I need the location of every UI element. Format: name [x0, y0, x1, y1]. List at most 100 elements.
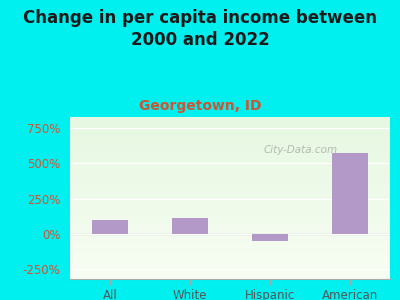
Bar [70, 200, 390, 201]
Bar [70, 151, 390, 153]
Bar [70, 135, 390, 137]
Bar [70, 178, 390, 180]
Bar [70, 153, 390, 154]
Bar [70, 206, 390, 208]
Bar [70, 182, 390, 183]
Bar [70, 211, 390, 213]
Bar [70, 238, 390, 240]
Bar [70, 145, 390, 146]
Bar [70, 117, 390, 118]
Bar [70, 124, 390, 125]
Bar [70, 177, 390, 178]
Bar [70, 230, 390, 232]
Bar [70, 169, 390, 170]
Bar [70, 195, 390, 197]
Bar [70, 170, 390, 172]
Bar [70, 221, 390, 222]
Bar [70, 130, 390, 132]
Bar [70, 190, 390, 191]
Bar [70, 148, 390, 149]
Bar [70, 260, 390, 261]
Bar [70, 203, 390, 205]
Bar [70, 226, 390, 227]
Bar [70, 191, 390, 193]
Bar [70, 218, 390, 219]
Bar [70, 143, 390, 145]
Bar [70, 266, 390, 268]
Bar [70, 196, 390, 198]
Bar [70, 185, 390, 187]
Bar [252, 234, 288, 241]
Bar [70, 272, 390, 274]
Bar [70, 167, 390, 169]
Bar [70, 245, 390, 247]
Bar [70, 183, 390, 185]
Bar [70, 128, 390, 130]
Bar [70, 253, 390, 255]
Bar [70, 256, 390, 258]
Bar [70, 162, 390, 164]
Bar [70, 222, 390, 224]
Bar [70, 216, 390, 218]
Bar [70, 250, 390, 251]
Bar [70, 136, 390, 138]
Bar [70, 232, 390, 234]
Bar [70, 132, 390, 133]
Bar [70, 235, 390, 237]
Bar [70, 237, 390, 238]
Bar [70, 274, 390, 276]
Bar [70, 166, 390, 167]
Text: City-Data.com: City-Data.com [263, 145, 338, 154]
Bar [70, 234, 390, 235]
Bar [70, 209, 390, 211]
Bar [70, 208, 390, 209]
Bar [70, 243, 390, 245]
Bar [70, 118, 390, 120]
Bar [70, 180, 390, 182]
Bar [70, 258, 390, 260]
Bar [70, 122, 390, 124]
Bar [70, 175, 390, 177]
Bar [70, 140, 390, 141]
Bar [70, 138, 390, 140]
Bar [70, 141, 390, 143]
Bar [70, 276, 390, 278]
Bar [70, 269, 390, 271]
Bar [70, 146, 390, 148]
Bar [70, 242, 390, 243]
Bar [70, 268, 390, 269]
Bar [70, 205, 390, 206]
Text: Change in per capita income between
2000 and 2022: Change in per capita income between 2000… [23, 9, 377, 49]
Bar [70, 240, 390, 242]
Bar [70, 174, 390, 175]
Bar [70, 133, 390, 135]
Bar [70, 164, 390, 166]
Bar [70, 156, 390, 158]
Bar [172, 218, 208, 234]
Bar [70, 161, 390, 162]
Bar [70, 188, 390, 190]
Bar [70, 127, 390, 128]
Bar [70, 278, 390, 279]
Bar [70, 193, 390, 195]
Bar [70, 248, 390, 250]
Bar [70, 263, 390, 264]
Bar [70, 172, 390, 174]
Bar [70, 229, 390, 230]
Bar [70, 187, 390, 188]
Bar [70, 224, 390, 226]
Bar [332, 153, 368, 234]
Bar [70, 154, 390, 156]
Bar [70, 213, 390, 214]
Bar [70, 201, 390, 203]
Bar [70, 214, 390, 216]
Bar [70, 261, 390, 263]
Bar [70, 227, 390, 229]
Bar [70, 125, 390, 127]
Bar [92, 220, 128, 234]
Bar [70, 120, 390, 122]
Bar [70, 149, 390, 151]
Bar [70, 158, 390, 159]
Bar [70, 264, 390, 266]
Bar [70, 255, 390, 256]
